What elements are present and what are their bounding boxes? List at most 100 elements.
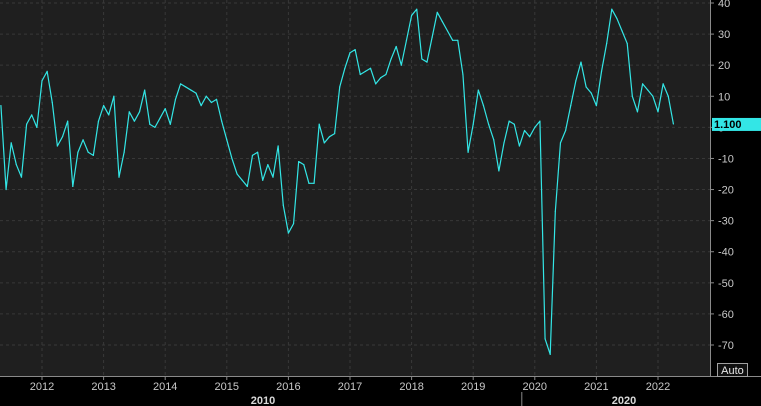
data-point	[652, 95, 654, 97]
data-point	[82, 139, 84, 141]
data-point	[375, 83, 377, 85]
data-point	[400, 64, 402, 66]
data-point	[539, 120, 541, 122]
data-point	[128, 111, 130, 113]
data-point	[36, 126, 38, 128]
data-point	[385, 73, 387, 76]
data-point	[287, 232, 289, 234]
data-point	[580, 61, 582, 63]
data-point	[482, 105, 485, 107]
data-point	[174, 98, 177, 100]
data-point	[56, 145, 59, 147]
data-point	[123, 151, 125, 153]
data-point	[657, 111, 659, 113]
data-point	[292, 223, 295, 225]
x-tick-label: 2016	[276, 381, 300, 393]
data-point	[334, 132, 336, 135]
y-tick-label: -10	[718, 153, 734, 165]
data-point	[380, 77, 382, 79]
data-point	[103, 105, 105, 107]
data-point	[257, 151, 259, 153]
data-point	[349, 52, 351, 54]
data-point	[626, 42, 628, 45]
data-point	[411, 14, 413, 17]
data-point	[488, 123, 490, 125]
decade-label: 2020	[612, 395, 636, 406]
data-point	[570, 105, 572, 107]
data-point	[277, 145, 279, 147]
data-point	[344, 67, 346, 69]
data-point	[585, 86, 587, 88]
data-point	[200, 105, 202, 107]
decade-label: 2010	[251, 395, 275, 406]
auto-scale-button[interactable]: Auto	[717, 363, 748, 378]
data-point	[431, 36, 433, 38]
data-point	[462, 73, 464, 76]
data-point	[267, 164, 269, 166]
data-point	[113, 95, 115, 97]
data-point	[61, 136, 64, 138]
data-point	[5, 188, 7, 191]
data-point	[565, 129, 567, 132]
data-point	[421, 58, 423, 60]
data-point	[549, 353, 551, 355]
data-point	[426, 61, 428, 63]
y-tick-label: 10	[718, 91, 730, 103]
data-point	[46, 70, 48, 72]
data-point	[262, 179, 264, 181]
data-point	[446, 30, 449, 32]
data-point	[67, 120, 69, 122]
data-point	[144, 89, 146, 91]
data-point	[457, 39, 459, 41]
data-point	[405, 39, 408, 41]
data-point	[436, 11, 438, 13]
data-point	[534, 126, 536, 128]
data-point	[477, 89, 479, 91]
data-point	[108, 114, 110, 116]
data-point	[513, 123, 515, 125]
data-point	[282, 204, 284, 206]
data-point	[600, 70, 603, 72]
last-value-label: 1.100	[714, 119, 742, 131]
x-tick-label: 2012	[30, 381, 54, 393]
data-point	[390, 58, 392, 60]
data-point	[0, 105, 2, 107]
data-point	[616, 17, 618, 20]
data-point	[611, 8, 613, 10]
data-point	[636, 111, 639, 113]
x-tick-label: 2015	[215, 381, 239, 393]
data-point	[298, 160, 300, 163]
data-point	[339, 86, 341, 88]
data-point	[241, 179, 243, 181]
y-tick-label: -30	[718, 216, 734, 228]
data-point	[416, 8, 418, 10]
series-line	[0, 8, 674, 355]
data-point	[31, 114, 33, 116]
data-point	[508, 120, 510, 122]
y-tick-label: -40	[718, 247, 734, 259]
data-point	[359, 73, 361, 76]
data-point	[467, 151, 469, 153]
data-point	[595, 105, 598, 107]
y-tick-label: 30	[718, 29, 730, 41]
data-point	[251, 154, 254, 156]
y-tick-label: 40	[718, 0, 730, 10]
data-point	[246, 185, 248, 188]
data-point	[159, 117, 161, 119]
data-point	[154, 126, 156, 128]
data-point	[672, 123, 675, 125]
x-tick-label: 2017	[338, 381, 362, 393]
data-point	[41, 80, 43, 82]
data-point	[472, 123, 474, 125]
data-point	[493, 139, 495, 141]
data-point	[662, 83, 664, 85]
data-point	[452, 39, 454, 41]
data-point	[323, 142, 325, 144]
data-point	[318, 123, 320, 125]
y-tick-label: 20	[718, 60, 730, 72]
data-point	[575, 80, 577, 82]
data-point	[364, 70, 366, 72]
auto-scale-button-box	[717, 363, 748, 377]
